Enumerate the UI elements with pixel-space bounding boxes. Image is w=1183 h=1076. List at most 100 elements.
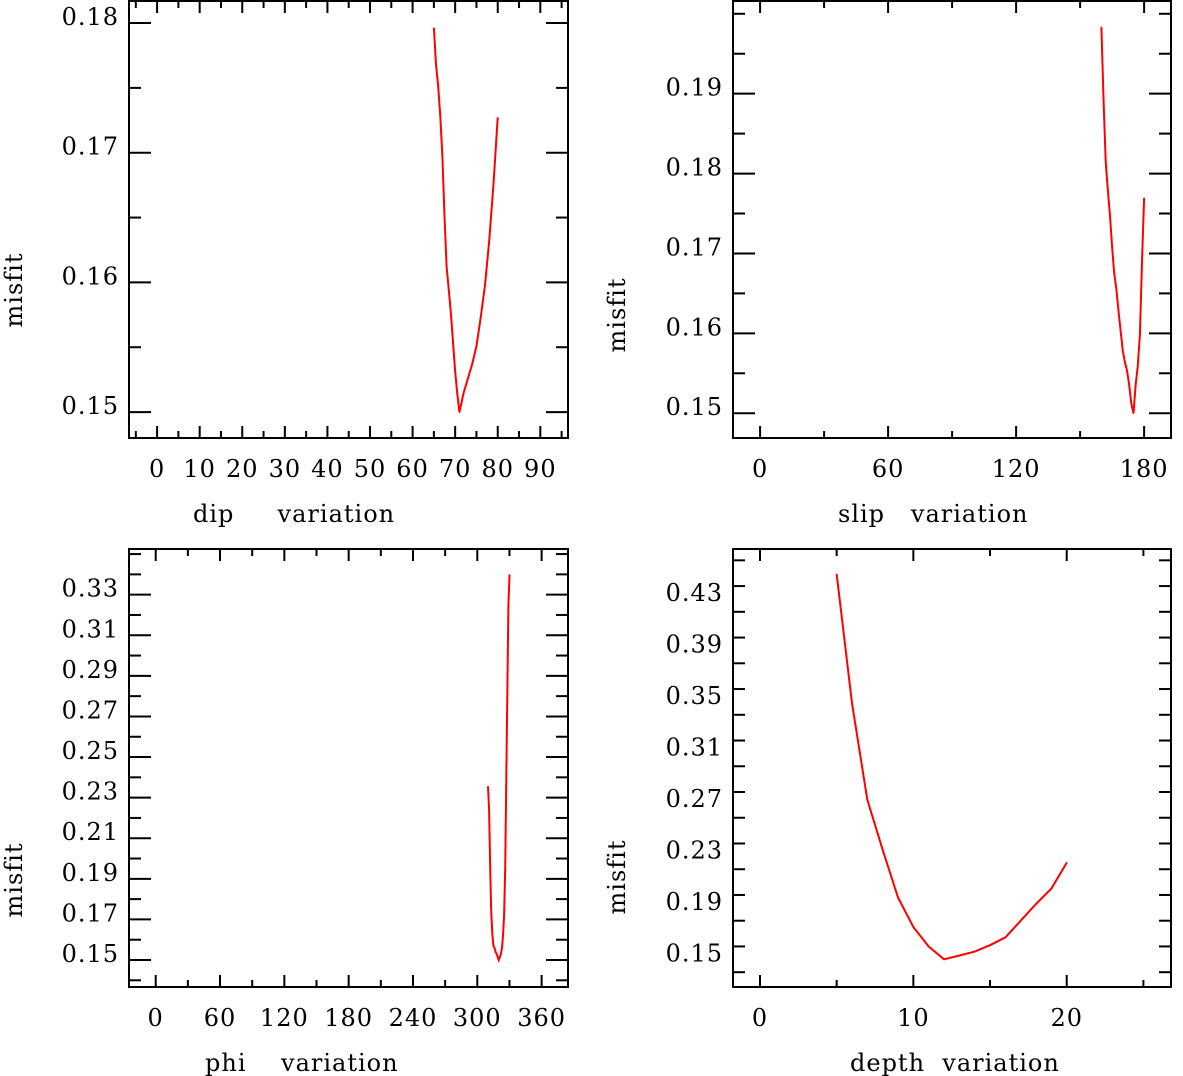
y-tick-label: 0.18 [666, 154, 723, 182]
data-point [506, 694, 509, 696]
y-tick-label: 0.19 [666, 888, 723, 916]
data-point [508, 574, 511, 576]
x-tick-label: 10 [897, 1004, 930, 1032]
y-tick-label: 0.29 [62, 656, 119, 684]
data-point [447, 289, 450, 291]
y-axis-label: misfit [0, 253, 28, 328]
x-axis-label: dip variation [193, 500, 395, 528]
x-tick-label: 40 [311, 455, 344, 483]
data-point [1143, 197, 1145, 200]
x-tick-label: 0 [752, 455, 768, 483]
data-point [497, 959, 500, 961]
data-point [1065, 861, 1068, 864]
data-point [494, 951, 497, 953]
data-point [1107, 188, 1109, 191]
x-tick-label: 120 [260, 1004, 309, 1032]
data-point [1115, 288, 1118, 291]
data-point [462, 391, 465, 394]
data-point [1132, 412, 1135, 415]
data-point [507, 604, 510, 606]
data-point [490, 910, 493, 913]
data-point [1139, 334, 1141, 336]
data-point [927, 945, 930, 948]
y-tick-label: 0.16 [666, 313, 723, 341]
data-point [435, 63, 437, 66]
data-point [487, 785, 489, 788]
data-point [488, 240, 491, 242]
data-point [1109, 215, 1111, 217]
y-tick-label: 0.27 [62, 696, 119, 724]
data-point [1121, 350, 1124, 352]
plot-frame [128, 548, 569, 988]
data-point [492, 183, 495, 185]
x-tick-label: 90 [524, 455, 557, 483]
y-tick-label: 0.35 [666, 682, 723, 710]
y-tick-label: 0.19 [62, 859, 119, 887]
data-point [912, 926, 915, 928]
data-point [1130, 402, 1133, 405]
misfit-curve [487, 574, 511, 964]
y-tick-label: 0.31 [62, 615, 119, 643]
data-point [1126, 370, 1128, 372]
misfit-curve [835, 574, 1068, 961]
x-tick-label: 70 [439, 455, 472, 483]
data-point [491, 932, 494, 935]
y-tick-label: 0.19 [666, 74, 723, 102]
data-point [973, 950, 976, 953]
plot-frame [128, 0, 569, 439]
data-point [443, 215, 446, 218]
data-point [433, 27, 435, 30]
x-tick-label: 120 [992, 455, 1041, 483]
data-point [475, 345, 478, 347]
y-tick-label: 0.21 [62, 818, 119, 846]
data-point [484, 284, 486, 286]
data-point [1117, 310, 1120, 312]
panel-3: 0 10 20 0.15 0.19 0.23 0.27 0.31 0.35 0.39 0.43 dep… [603, 548, 1172, 1076]
data-point [500, 953, 502, 955]
y-tick-label: 0.27 [666, 785, 723, 813]
data-point [851, 702, 853, 704]
panel-0: 0 10 20 30 40 50 60 70 80 90 0.15 0.16 0.17 0.18 dip v… [0, 0, 569, 528]
data-point [492, 944, 495, 947]
y-axis-label: misfit [603, 278, 631, 353]
data-point [489, 867, 491, 870]
data-point [471, 363, 473, 365]
y-tick-label: 0.15 [666, 393, 723, 421]
x-tick-label: 30 [269, 455, 302, 483]
panel-1: 0 60 120 180 0.15 0.16 0.17 0.18 0.19 slip variat… [603, 0, 1172, 528]
x-tick-label: 0 [148, 1004, 164, 1032]
data-point [1100, 26, 1103, 29]
data-point [441, 155, 444, 158]
y-axis-label: misfit [0, 843, 28, 918]
y-tick-label: 0.16 [62, 262, 119, 290]
misfit-curve [1100, 27, 1146, 414]
x-tick-label: 20 [1050, 1004, 1083, 1032]
data-point [1035, 903, 1037, 905]
x-tick-label: 300 [453, 1004, 502, 1032]
data-point [479, 316, 482, 319]
y-tick-label: 0.17 [666, 233, 723, 261]
data-point [1004, 936, 1007, 939]
data-point [437, 84, 439, 87]
data-point [866, 798, 869, 801]
data-point [445, 266, 448, 268]
data-point [1128, 384, 1130, 387]
data-point [1141, 260, 1143, 263]
y-tick-label: 0.18 [62, 3, 119, 31]
data-point [1136, 366, 1139, 368]
x-tick-label: 60 [396, 455, 429, 483]
y-tick-label: 0.15 [666, 939, 723, 967]
data-point [458, 411, 461, 413]
data-point [501, 947, 503, 949]
x-tick-label: 20 [226, 455, 259, 483]
data-point [467, 377, 469, 380]
x-tick-label: 360 [517, 1004, 566, 1032]
x-axis-label: phi variation [205, 1049, 399, 1076]
plot-frame [732, 548, 1172, 988]
x-tick-label: 180 [324, 1004, 373, 1032]
data-point [897, 896, 899, 899]
y-tick-label: 0.25 [62, 737, 119, 765]
data-point [496, 116, 499, 119]
data-point [1111, 246, 1113, 248]
data-point [503, 914, 505, 917]
